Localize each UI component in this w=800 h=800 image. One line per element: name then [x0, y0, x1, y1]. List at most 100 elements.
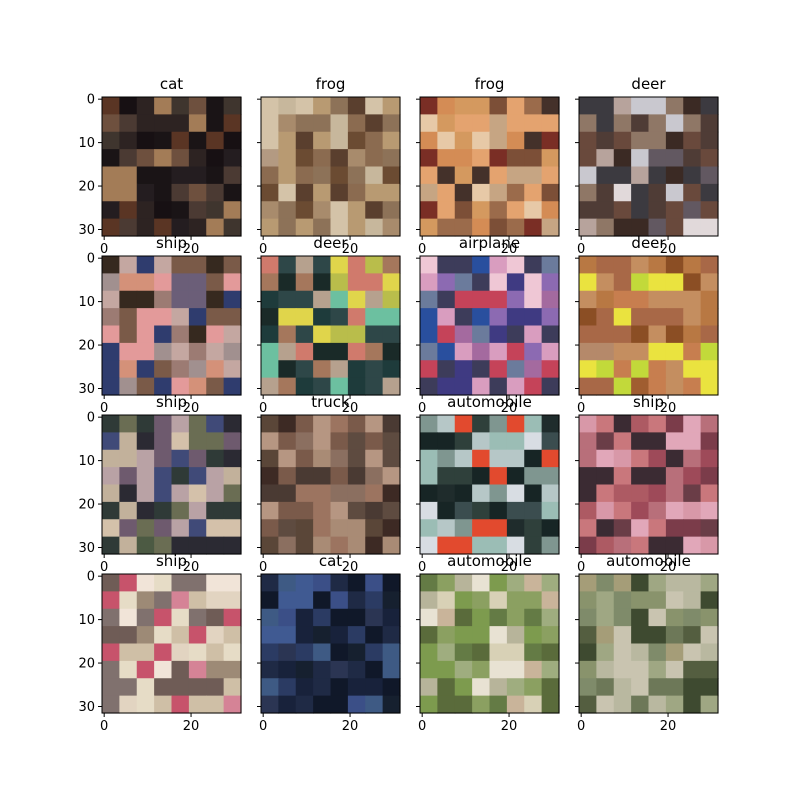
image-block [524, 218, 543, 237]
image-block [365, 377, 384, 396]
image-block [295, 114, 314, 133]
image-block [683, 626, 702, 645]
image-block [171, 377, 190, 396]
image-block [295, 467, 314, 486]
panel-5: ship 0 10 20 30 0 20 [78, 234, 242, 416]
image-block [365, 467, 384, 486]
image-block [437, 97, 456, 115]
image-block [506, 342, 525, 361]
image-block [102, 467, 120, 486]
image-block [261, 114, 279, 133]
image-block [506, 626, 525, 645]
image-block [119, 574, 138, 592]
image-block [347, 536, 366, 555]
image-block [596, 325, 615, 344]
image-block [665, 325, 684, 344]
image-block [420, 256, 438, 274]
image-block [579, 360, 597, 379]
image-block [295, 415, 314, 433]
image-block [223, 415, 242, 433]
image-block [261, 97, 279, 115]
panel-title: deer [631, 234, 666, 252]
image-block [171, 308, 190, 327]
panel-title: ship [156, 234, 187, 252]
image-block [700, 149, 719, 168]
image-block [472, 519, 491, 538]
image-block [102, 114, 120, 133]
image-block [700, 183, 719, 202]
image-block [313, 536, 332, 555]
image-block [665, 678, 684, 697]
image-block [261, 325, 279, 344]
image-block [596, 256, 615, 274]
image-block [365, 114, 384, 133]
image-block [596, 377, 615, 396]
image-block [613, 218, 632, 237]
image-block [365, 342, 384, 361]
image-block [154, 415, 173, 433]
panel-title: automobile [447, 552, 532, 570]
image-block [206, 484, 225, 503]
image-block [420, 377, 438, 396]
image-block [700, 308, 719, 327]
image-block [188, 273, 207, 292]
image-block [347, 166, 366, 185]
image-block [541, 467, 560, 486]
image-block [472, 626, 491, 645]
image-block [420, 183, 438, 202]
image-block [613, 166, 632, 185]
image-block [223, 308, 242, 327]
image-block [420, 449, 438, 468]
image-block [596, 360, 615, 379]
image-block [454, 484, 473, 503]
image-block [119, 114, 138, 133]
image-block [136, 678, 155, 697]
image-block [631, 643, 650, 662]
image-block [188, 325, 207, 344]
image-block [188, 377, 207, 396]
image-block [524, 166, 543, 185]
image-block [420, 519, 438, 538]
image-block [330, 536, 349, 555]
image-block [223, 114, 242, 133]
image-block [579, 484, 597, 503]
image-block [700, 432, 719, 451]
image-block [454, 97, 473, 115]
image-block [278, 149, 297, 168]
image-block [278, 183, 297, 202]
image-block [596, 218, 615, 237]
image-block [382, 536, 401, 555]
image-block [506, 201, 525, 220]
image-block [188, 149, 207, 168]
image-block [154, 114, 173, 133]
image-block [313, 325, 332, 344]
image-block [206, 97, 225, 115]
image-block [330, 484, 349, 503]
image-block [472, 643, 491, 662]
image-block [313, 695, 332, 714]
image-block [119, 342, 138, 361]
image-block [278, 342, 297, 361]
panel-title: deer [313, 234, 348, 252]
image-block [330, 501, 349, 520]
image-block [579, 626, 597, 645]
image-block [313, 308, 332, 327]
image-block [365, 360, 384, 379]
image-block [171, 678, 190, 697]
image-block [700, 360, 719, 379]
image-block [700, 536, 719, 555]
image-block [295, 660, 314, 679]
image-block [295, 449, 314, 468]
image-block [665, 273, 684, 292]
y-tick-label: 30 [78, 382, 95, 397]
image-block [683, 290, 702, 309]
image-block [313, 591, 332, 610]
image-block [683, 273, 702, 292]
image-block [648, 201, 667, 220]
image-block [506, 695, 525, 714]
image-block [541, 218, 560, 237]
image-block [206, 360, 225, 379]
image-block [665, 131, 684, 150]
image-block [223, 256, 242, 274]
image-block [683, 660, 702, 679]
